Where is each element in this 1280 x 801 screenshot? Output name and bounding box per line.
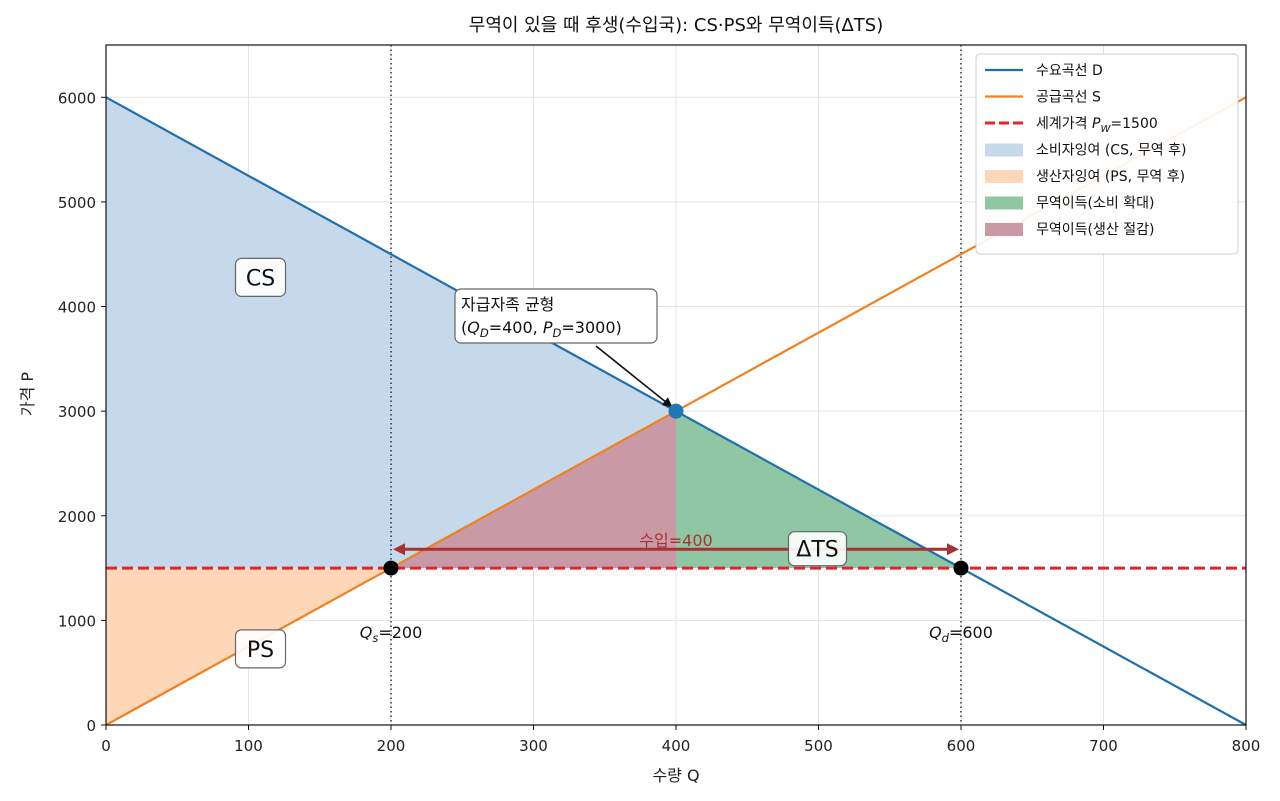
y-tick-label: 1000 [58,612,96,630]
equilibrium-arrow [595,345,673,408]
point-2 [953,560,969,576]
x-tick-label: 500 [804,737,833,755]
x-tick-label: 100 [234,737,263,755]
y-tick-label: 6000 [58,89,96,107]
x-tick-label: 0 [101,737,111,755]
annotation-layer: 수입=400 CS PS ΔTS 자급자족 균형 (QD=400, PD=3000) Qs=… [234,257,993,669]
x-tick-label: 400 [662,737,691,755]
ps-label-box [234,629,287,669]
dts-label-box [787,531,848,567]
dts-label-group: ΔTS [787,531,848,567]
point-1 [383,560,399,576]
y-tick-label: 0 [86,717,96,735]
equilibrium-box [454,288,658,344]
legend-swatch-5 [985,196,1023,210]
legend-label-3: 소비자잉여 (CS, 무역 후) [1036,143,1186,159]
legend-label-4: 생산자잉여 (PS, 무역 후) [1036,169,1185,185]
chart-title: 무역이 있을 때 후생(수입국): CS·PS와 무역이득(ΔTS) [469,15,883,36]
y-tick-label: 4000 [58,299,96,317]
legend-label-6: 무역이득(생산 절감) [1036,222,1154,238]
y-tick-label: 2000 [58,508,96,526]
legend-swatch-3 [985,143,1023,157]
legend: 수요곡선 D 공급곡선 S 세계가격 PW=1500 소비자잉여 (CS, 무역 후)… [975,53,1239,255]
cs-label-box [234,257,287,297]
cs-label: CS [246,266,275,291]
ps-label: PS [247,638,274,663]
legend-label-2: 세계가격 PW=1500 [1036,116,1158,135]
x-axis-label: 수량 Q [652,766,699,785]
x-tick-label: 300 [519,737,548,755]
legend-label-5: 무역이득(소비 확대) [1036,196,1154,212]
x-tick-label: 700 [1089,737,1118,755]
point-0 [668,403,684,419]
equilibrium-title: 자급자족 균형 [461,295,554,314]
y-axis-label: 가격 P [18,372,37,417]
x-tick-label: 800 [1232,737,1261,755]
cs-label-group: CS [234,257,287,297]
import-label: 수입=400 [639,531,712,550]
legend-box [975,53,1239,255]
ps-label-group: PS [234,629,287,669]
qd-label: Qd=600 [929,623,993,645]
legend-swatch-4 [985,170,1023,183]
x-tick-label: 200 [377,737,406,755]
x-tick-label: 600 [947,737,976,755]
y-tick-label: 3000 [58,403,96,421]
import-arrowhead-right [947,543,959,556]
y-tick-label: 5000 [58,194,96,212]
dts-label: ΔTS [796,538,838,563]
legend-label-0: 수요곡선 D [1036,63,1103,79]
vline-layer [390,45,962,725]
import-arrowhead-left [393,543,405,556]
legend-swatch-6 [985,223,1023,236]
point-layer [383,403,969,576]
equilibrium-values: (QD=400, PD=3000) [461,318,622,340]
axes-layer: 0 100 200 300 400 500 600 700 800 0 1000 2000 3000 40… [58,44,1261,755]
legend-label-1: 공급곡선 S [1036,90,1101,106]
qs-label: Qs=200 [360,623,423,645]
